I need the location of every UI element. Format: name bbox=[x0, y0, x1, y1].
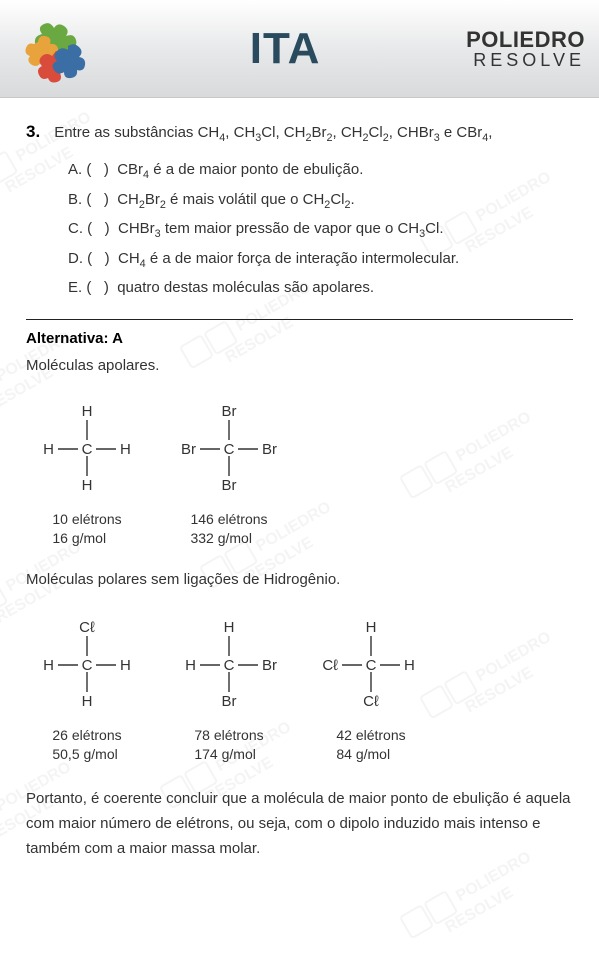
answer-label: Alternativa: A bbox=[26, 330, 573, 347]
svg-text:H: H bbox=[82, 693, 93, 710]
svg-text:H: H bbox=[366, 619, 377, 636]
option-letter: E. bbox=[68, 279, 82, 296]
option-c: C. ( ) CHBr3 tem maior pressão de vapor … bbox=[68, 215, 573, 245]
svg-text:H: H bbox=[404, 657, 415, 674]
molecule-block: C Cℓ H H H 26 elétrons50,5 g/mol bbox=[32, 610, 142, 765]
answer-letter: A bbox=[112, 330, 123, 347]
option-letter: B. bbox=[68, 191, 82, 208]
question-stem: Entre as substâncias CH4, CH3Cl, CH2Br2,… bbox=[54, 122, 492, 146]
option-letter: C. bbox=[68, 220, 83, 237]
option-text: CBr4 é a de maior ponto de ebulição. bbox=[117, 161, 363, 178]
option-d: D. ( ) CH4 é a de maior força de interaç… bbox=[68, 245, 573, 275]
svg-text:C: C bbox=[82, 657, 93, 674]
svg-text:H: H bbox=[43, 441, 54, 458]
option-letter: A. bbox=[68, 161, 82, 178]
molecule-diagram: C H H H H bbox=[32, 394, 142, 506]
molecule-caption: 42 elétrons84 g/mol bbox=[336, 726, 405, 765]
apolar-heading: Moléculas apolares. bbox=[26, 357, 573, 374]
molecule-block: C H Cℓ Cℓ H 42 elétrons84 g/mol bbox=[316, 610, 426, 765]
svg-text:C: C bbox=[82, 441, 93, 458]
option-a: A. ( ) CBr4 é a de maior ponto de ebuliç… bbox=[68, 156, 573, 186]
molecule-block: C H H H H 10 elétrons16 g/mol bbox=[32, 394, 142, 549]
brand-line2: RESOLVE bbox=[466, 51, 585, 69]
brand-line1: POLIEDRO bbox=[466, 29, 585, 51]
molecule-diagram: C H Br H Br bbox=[174, 610, 284, 722]
divider bbox=[26, 319, 573, 320]
svg-text:H: H bbox=[43, 657, 54, 674]
polar-molecule-row: C Cℓ H H H 26 elétrons50,5 g/mol C H Br … bbox=[32, 610, 573, 765]
question-number: 3. bbox=[26, 122, 40, 142]
option-text: CH2Br2 é mais volátil que o CH2Cl2. bbox=[117, 191, 354, 208]
apolar-molecule-row: C H H H H 10 elétrons16 g/mol C Br Br Br… bbox=[32, 394, 573, 549]
svg-text:C: C bbox=[366, 657, 377, 674]
svg-text:Cℓ: Cℓ bbox=[363, 693, 379, 710]
svg-text:H: H bbox=[224, 619, 235, 636]
svg-text:H: H bbox=[120, 441, 131, 458]
svg-text:Cℓ: Cℓ bbox=[79, 619, 95, 636]
molecule-diagram: C H Cℓ Cℓ H bbox=[316, 610, 426, 722]
molecule-caption: 10 elétrons16 g/mol bbox=[52, 510, 121, 549]
molecule-caption: 78 elétrons174 g/mol bbox=[194, 726, 263, 765]
svg-text:Br: Br bbox=[262, 657, 277, 674]
svg-text:Br: Br bbox=[181, 441, 196, 458]
svg-text:H: H bbox=[82, 403, 93, 420]
conclusion-text: Portanto, é coerente concluir que a molé… bbox=[26, 787, 573, 861]
option-text: CH4 é a de maior força de interação inte… bbox=[118, 250, 459, 267]
option-letter: D. bbox=[68, 250, 83, 267]
svg-text:H: H bbox=[120, 657, 131, 674]
svg-text:Br: Br bbox=[262, 441, 277, 458]
svg-text:H: H bbox=[185, 657, 196, 674]
option-b: B. ( ) CH2Br2 é mais volátil que o CH2Cl… bbox=[68, 186, 573, 216]
svg-text:Br: Br bbox=[222, 477, 237, 494]
brand-right: POLIEDRO RESOLVE bbox=[466, 29, 585, 69]
svg-text:C: C bbox=[224, 441, 235, 458]
answer-prefix: Alternativa: bbox=[26, 330, 112, 347]
exam-title: ITA bbox=[250, 24, 321, 74]
option-text: quatro destas moléculas são apolares. bbox=[117, 279, 374, 296]
molecule-diagram: C Br Br Br Br bbox=[174, 394, 284, 506]
options-list: A. ( ) CBr4 é a de maior ponto de ebuliç… bbox=[68, 156, 573, 303]
molecule-caption: 26 elétrons50,5 g/mol bbox=[52, 726, 121, 765]
svg-text:Cℓ: Cℓ bbox=[322, 657, 338, 674]
polar-heading: Moléculas polares sem ligações de Hidrog… bbox=[26, 571, 573, 588]
svg-text:C: C bbox=[224, 657, 235, 674]
poliedro-puzzle-logo bbox=[14, 14, 104, 84]
molecule-diagram: C Cℓ H H H bbox=[32, 610, 142, 722]
svg-text:H: H bbox=[82, 477, 93, 494]
svg-text:Br: Br bbox=[222, 693, 237, 710]
page-header: ITA POLIEDRO RESOLVE bbox=[0, 0, 599, 98]
molecule-caption: 146 elétrons332 g/mol bbox=[190, 510, 267, 549]
content-area: 3. Entre as substâncias CH4, CH3Cl, CH2B… bbox=[0, 98, 599, 889]
option-e: E. ( ) quatro destas moléculas são apola… bbox=[68, 274, 573, 303]
option-text: CHBr3 tem maior pressão de vapor que o C… bbox=[118, 220, 444, 237]
svg-text:Br: Br bbox=[222, 403, 237, 420]
molecule-block: C H Br H Br 78 elétrons174 g/mol bbox=[174, 610, 284, 765]
question-row: 3. Entre as substâncias CH4, CH3Cl, CH2B… bbox=[26, 122, 573, 146]
molecule-block: C Br Br Br Br 146 elétrons332 g/mol bbox=[174, 394, 284, 549]
